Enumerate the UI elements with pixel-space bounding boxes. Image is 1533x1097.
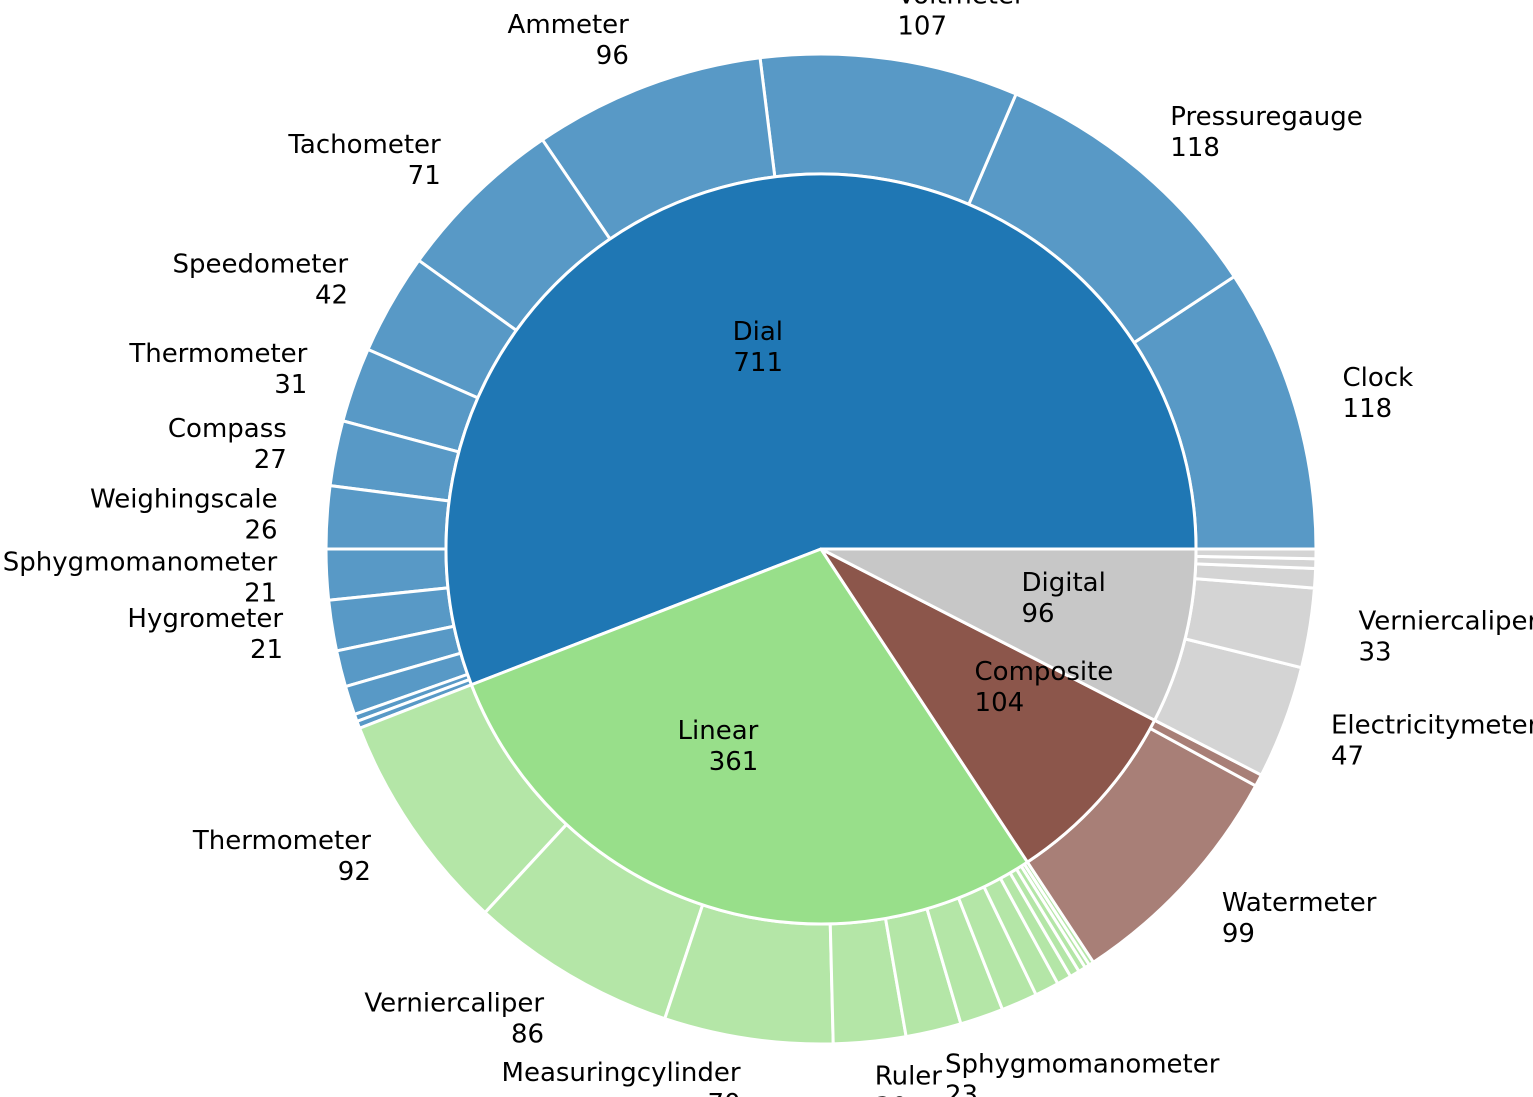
outer-wedge-digital-small-34 <box>1194 547 1318 561</box>
outer-label-dial-clock: Clock 118 <box>1343 363 1414 424</box>
outer-label-dial-ammeter: Ammeter 96 <box>508 10 630 71</box>
inner-wedge-dial <box>444 172 1198 687</box>
inner-wedge-digital <box>819 547 1198 722</box>
outer-label-dial-thermometer: Thermometer 31 <box>128 339 307 400</box>
outer-label-dial-sphygmomanometer: Sphygmomanometer 21 <box>3 548 278 609</box>
outer-label-dial-compass: Compass 27 <box>168 414 287 475</box>
outer-label-dial-tachometer: Tachometer 71 <box>287 130 441 191</box>
outer-label-linear-verniercaliper: Verniercaliper 86 <box>364 988 544 1049</box>
outer-label-dial-speedometer: Speedometer 42 <box>172 250 348 311</box>
outer-label-dial-voltmeter: Voltmeter107 <box>897 0 1025 41</box>
outer-label-composite-watermeter: Watermeter 99 <box>1222 888 1377 949</box>
outer-label-digital-electricitymeter: Electricitymeter 47 <box>1331 710 1533 771</box>
outer-label-dial-hygrometer: Hygrometer 21 <box>127 604 283 665</box>
inner-wedge-composite <box>819 547 1157 864</box>
inner-wedge-linear <box>469 547 1029 926</box>
inner-label-digital: Digital 96 <box>1021 568 1105 629</box>
outer-label-linear-thermometer: Thermometer 92 <box>192 826 371 887</box>
outer-label-dial-pressuregauge: Pressuregauge 118 <box>1170 102 1362 163</box>
inner-label-composite: Composite 104 <box>975 657 1114 718</box>
outer-label-dial-weighingscale: Weighingscale 26 <box>90 485 278 546</box>
inner-ring <box>444 172 1198 926</box>
outer-label-linear-ruler: Ruler30 <box>875 1061 943 1097</box>
inner-labels: Dial 711 Linear 361 Composite 104 Digital 96 <box>678 317 1114 777</box>
inner-label-dial: Dial 711 <box>733 317 783 378</box>
outer-label-linear-measuringcylinder: Measuringcylinder70 <box>502 1058 741 1097</box>
outer-label-linear-sphygmomanometer: Sphygmomanometer 23 <box>945 1050 1220 1097</box>
inner-label-linear: Linear 361 <box>678 716 759 777</box>
outer-label-digital-verniercaliper: Verniercaliper 33 <box>1358 607 1533 668</box>
